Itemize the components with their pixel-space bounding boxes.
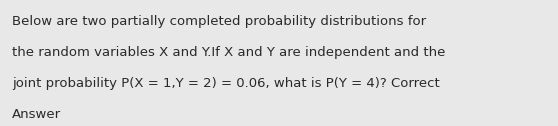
Text: joint probability P(X = 1,Y = 2) = 0.06, what is P(Y = 4)? Correct: joint probability P(X = 1,Y = 2) = 0.06,… [12,77,440,90]
Text: Answer: Answer [12,108,61,121]
Text: Below are two partially completed probability distributions for: Below are two partially completed probab… [12,15,426,28]
Text: the random variables X and Y.If X and Y are independent and the: the random variables X and Y.If X and Y … [12,46,446,59]
